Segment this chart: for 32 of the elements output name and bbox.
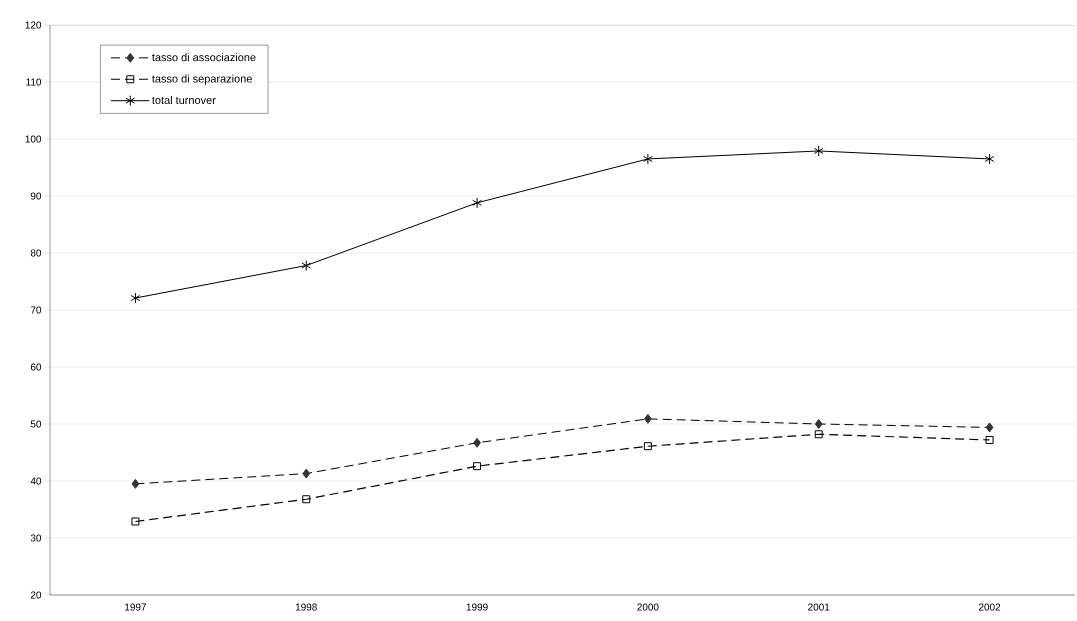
x-tick-label: 1998 (295, 603, 317, 611)
y-tick-label: 120 (25, 21, 42, 29)
y-tick-label: 20 (30, 591, 42, 599)
point (302, 495, 311, 504)
x-tick-label: 2001 (808, 603, 830, 611)
y-tick-label: 100 (25, 135, 42, 143)
y-tick-label: 80 (30, 249, 42, 257)
y-tick-label: 70 (30, 306, 42, 314)
point (301, 260, 312, 272)
point (643, 442, 652, 451)
legend-label: tasso di separazione (152, 74, 252, 85)
legend-label: total turnover (152, 95, 216, 105)
y-tick-label: 40 (30, 477, 42, 485)
x-tick-label: 1999 (466, 603, 488, 611)
y-tick-label: 60 (30, 363, 42, 371)
point (984, 153, 995, 165)
point (643, 153, 653, 165)
x-tick-label: 2002 (978, 603, 1001, 611)
x-tick-label: 2000 (637, 603, 659, 611)
y-tick-label: 30 (30, 534, 42, 542)
point (985, 435, 994, 444)
point (813, 145, 824, 157)
y-tick-label: 110 (26, 78, 42, 86)
point (814, 430, 823, 439)
y-tick-label: 50 (30, 420, 42, 428)
point (473, 462, 482, 471)
x-tick-label: 1997 (125, 603, 146, 611)
point (130, 292, 141, 304)
y-tick-label: 90 (30, 192, 42, 200)
point (131, 517, 140, 526)
legend-label: tasso di associazione (152, 53, 256, 62)
point (472, 197, 482, 209)
